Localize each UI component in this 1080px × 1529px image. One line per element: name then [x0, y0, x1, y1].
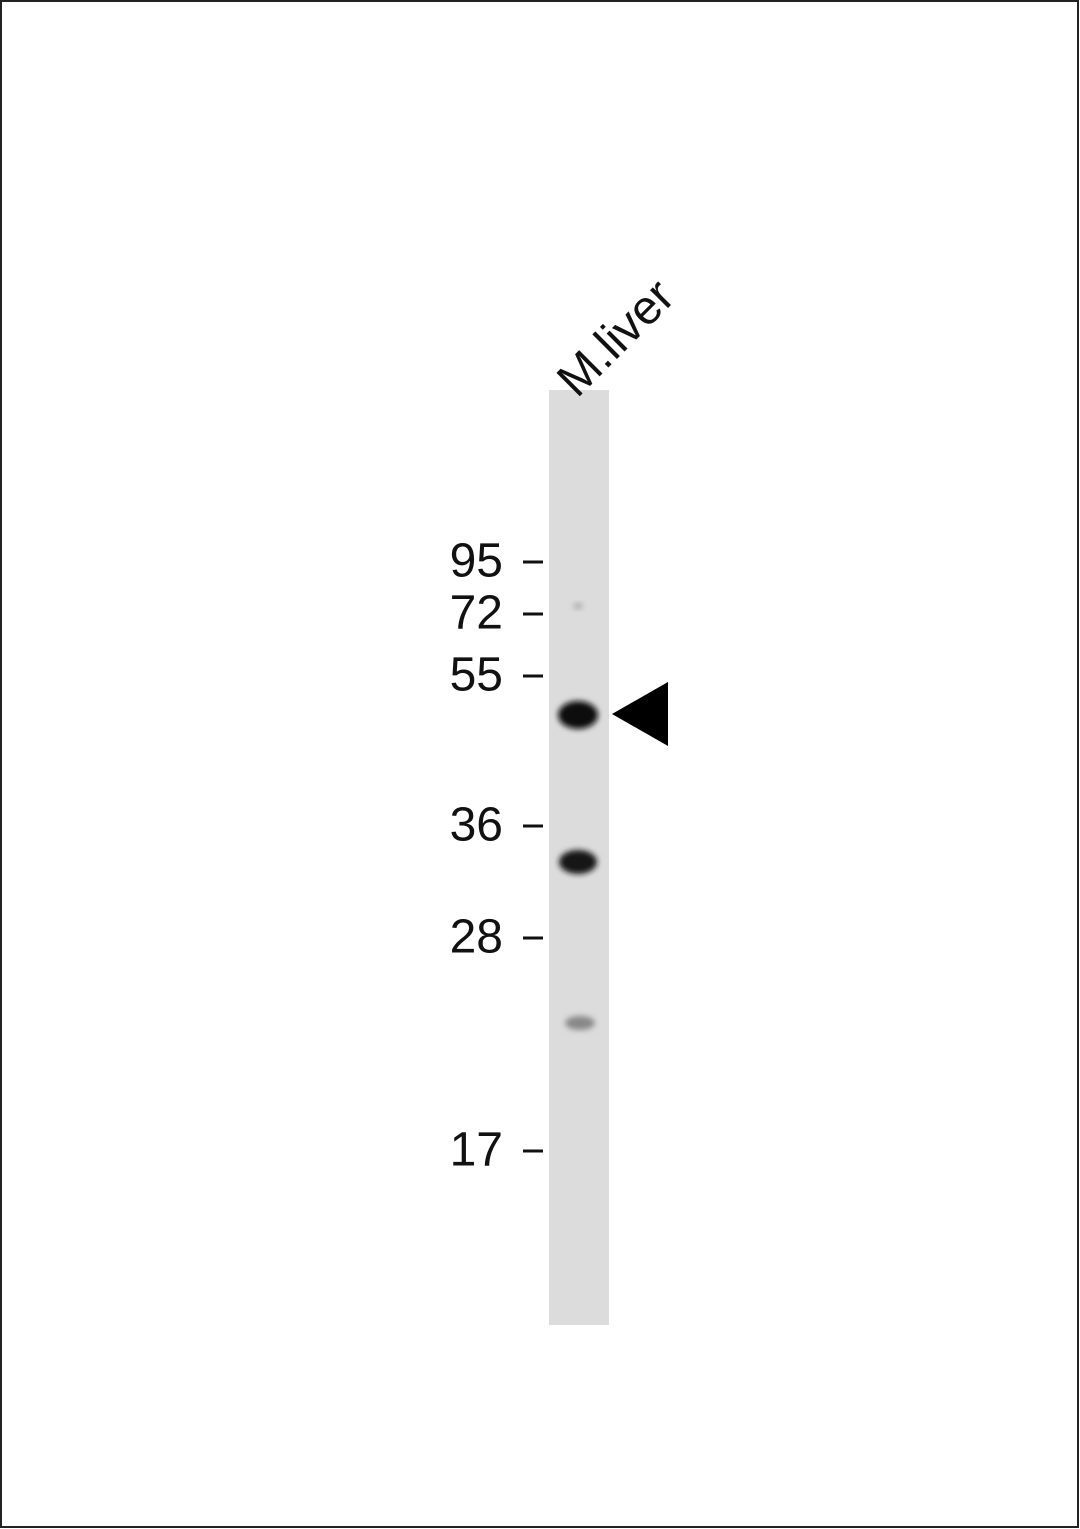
marker-label: 55 [450, 649, 503, 702]
marker-label: 36 [450, 799, 503, 852]
band-main [558, 701, 598, 729]
marker-label: 95 [450, 535, 503, 588]
marker-label: 17 [450, 1124, 503, 1177]
arrow [612, 682, 668, 746]
band [559, 850, 597, 874]
band-faint [565, 1016, 595, 1030]
marker-label: 72 [450, 587, 503, 640]
band-faint [573, 603, 583, 609]
marker-label: 28 [450, 911, 503, 964]
